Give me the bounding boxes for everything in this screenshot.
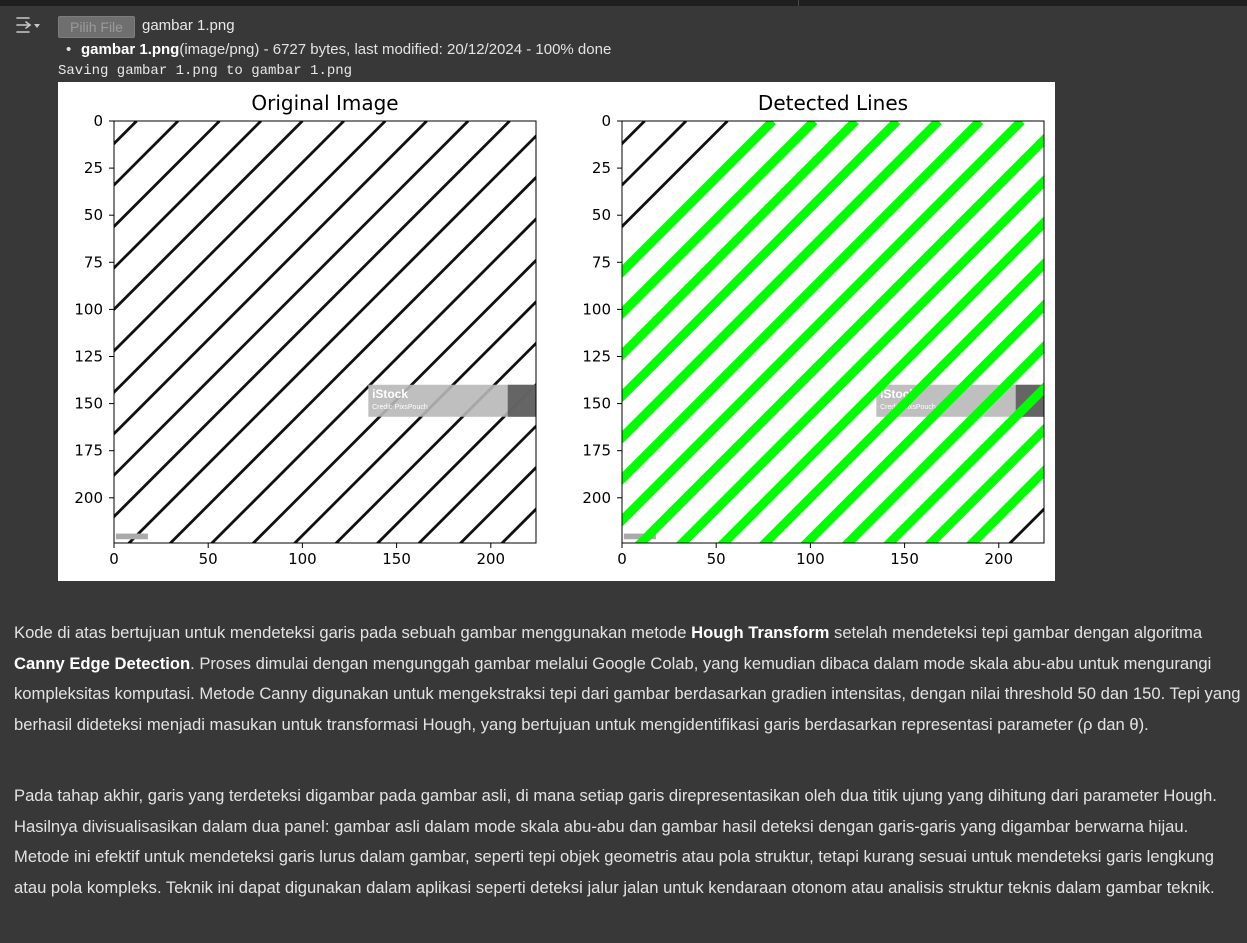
stripe-line [114, 121, 345, 353]
y-tick-label: 100 [582, 300, 611, 318]
y-tick-label: 200 [582, 489, 611, 507]
y-tick-label: 75 [84, 253, 103, 271]
detected-line [966, 465, 1044, 543]
x-tick-label: 200 [984, 550, 1013, 568]
detected-line [924, 423, 1044, 543]
corner-mark [623, 533, 656, 540]
y-tick-label: 175 [582, 442, 611, 460]
x-tick-label: 0 [109, 550, 119, 568]
choose-file-button[interactable]: Pilih File [58, 16, 135, 38]
stripe-line [375, 382, 536, 543]
p1-bold-hough: Hough Transform [691, 623, 830, 642]
p1-text-b: setelah mendeteksi tepi gambar dengan al… [829, 623, 1203, 642]
stripe-line [622, 121, 729, 229]
image-content: iStock Credit: PixsPouch [114, 121, 536, 543]
detected-line [622, 121, 942, 444]
detected-line [622, 121, 818, 320]
file-info-name: gambar 1.png [81, 41, 180, 58]
y-tick-label: 150 [582, 395, 611, 413]
stripe-line [292, 299, 536, 543]
stripe-line [127, 134, 536, 543]
y-tick-label: 75 [592, 253, 611, 271]
stripe-line [114, 121, 304, 312]
x-tick-label: 200 [476, 550, 505, 568]
x-tick-label: 150 [382, 550, 411, 568]
p1-text-c: . Proses dimulai dengan mengunggah gamba… [14, 653, 1241, 734]
y-tick-label: 175 [74, 442, 103, 460]
file-info-details: (image/png) - 6727 bytes, last modified:… [179, 41, 612, 58]
axes-frame [621, 120, 1045, 544]
figure-svg: iStock Credit: PixsPouch Original Image 0 50… [74, 91, 1045, 568]
y-tick-label: 125 [74, 347, 103, 365]
x-tick-label: 100 [288, 550, 317, 568]
stripe-line [209, 216, 536, 543]
detected-line [883, 382, 1044, 543]
x-tick-label: 150 [890, 550, 919, 568]
stripe-line [114, 121, 387, 395]
stripe-line [417, 424, 536, 543]
y-tick-label: 150 [74, 395, 103, 413]
axes-frame [113, 120, 537, 544]
detected-line [634, 133, 1044, 543]
x-tick-label: 50 [707, 550, 726, 568]
y-tick-label: 0 [93, 112, 103, 130]
x-tick-label: 50 [199, 550, 218, 568]
y-tick-label: 25 [592, 159, 611, 177]
output-actions-icon[interactable] [15, 14, 43, 40]
saving-message: Saving gambar 1.png to gambar 1.png [58, 63, 353, 79]
stripe-line [334, 341, 536, 543]
divider [798, 0, 799, 6]
y-tick-label: 200 [74, 489, 103, 507]
explanation-paragraph-1: Kode di atas bertujuan untuk mendeteksi … [14, 618, 1242, 740]
stripe-line [168, 175, 536, 543]
stripe-line [114, 121, 511, 519]
panel-title: Detected Lines [758, 91, 908, 115]
figure-output: iStock Credit: PixsPouch Original Image 0 50… [58, 82, 1055, 581]
detected-line [758, 257, 1044, 543]
y-tick-label: 0 [601, 112, 611, 130]
y-tick-label: 25 [84, 159, 103, 177]
y-tick-label: 125 [582, 347, 611, 365]
corner-mark [115, 533, 148, 540]
stripe-line [251, 258, 536, 543]
cell-top-strip [0, 0, 1247, 6]
detected-line [622, 121, 859, 361]
x-tick-label: 0 [617, 550, 627, 568]
detected-line [622, 121, 776, 279]
panel-0: iStock Credit: PixsPouch Original Image 0 50… [74, 91, 537, 568]
image-background [114, 121, 536, 543]
watermark-dark [507, 384, 536, 417]
stripe-line [458, 465, 536, 543]
detected-line [622, 121, 901, 403]
detected-line [800, 299, 1044, 543]
detected-line [841, 340, 1044, 543]
explanation-paragraph-2: Pada tahap akhir, garis yang terdeteksi … [14, 786, 1217, 897]
p1-text-a: Kode di atas bertujuan untuk mendeteksi … [14, 623, 692, 642]
detected-line [675, 174, 1044, 543]
stripe-line [114, 121, 428, 436]
y-tick-label: 50 [84, 206, 103, 224]
stripe-line [114, 121, 221, 229]
detected-lines [622, 121, 1044, 543]
detected-line [717, 216, 1044, 543]
x-tick-label: 100 [796, 550, 825, 568]
detected-line [622, 121, 1025, 527]
watermark-text: iStock [372, 387, 408, 401]
file-info-item: • gambar 1.png(image/png) - 6727 bytes, l… [66, 41, 611, 58]
watermark-credit: Credit: PixsPouch [372, 404, 428, 411]
watermark: iStock Credit: PixsPouch [368, 384, 536, 417]
selected-file-name: gambar 1.png [142, 17, 235, 34]
y-tick-label: 100 [74, 300, 103, 318]
bullet: • [66, 41, 72, 58]
stripe-line [114, 121, 262, 270]
watermark-credit: Credit: PixsPouch [880, 404, 936, 411]
detected-line [622, 121, 984, 486]
y-tick-label: 50 [592, 206, 611, 224]
panel-title: Original Image [251, 91, 398, 115]
p1-bold-canny: Canny Edge Detection [14, 653, 191, 673]
stripe-line [114, 121, 470, 478]
